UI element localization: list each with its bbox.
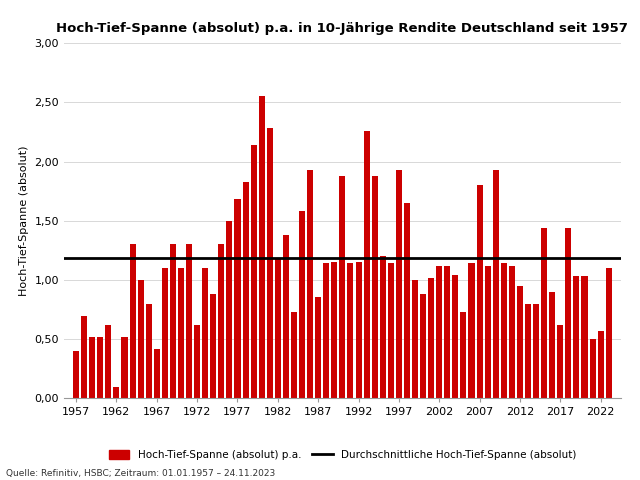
Bar [565,228,572,398]
Bar [598,331,604,398]
Bar [355,262,362,398]
Bar [541,228,547,398]
Bar [533,304,539,398]
Bar [323,264,330,398]
Bar [388,264,394,398]
Bar [420,294,426,398]
Bar [589,339,596,398]
Bar [315,297,321,398]
Bar [452,275,458,398]
Bar [549,292,556,398]
Bar [477,185,483,398]
Bar [275,257,281,398]
Bar [218,244,225,398]
Bar [493,170,499,398]
Bar [573,276,579,398]
Bar [404,203,410,398]
Bar [259,96,265,398]
Bar [234,200,241,398]
Bar [113,386,120,398]
Bar [500,264,507,398]
Bar [444,266,451,398]
Bar [122,337,127,398]
Bar [339,176,346,398]
Bar [146,304,152,398]
Bar [291,312,297,398]
Bar [283,235,289,398]
Bar [97,337,103,398]
Bar [243,182,248,398]
Legend: Hoch-Tief-Spanne (absolut) p.a., Durchschnittliche Hoch-Tief-Spanne (absolut): Hoch-Tief-Spanne (absolut) p.a., Durchsc… [104,446,580,464]
Bar [106,325,111,398]
Bar [170,244,176,398]
Bar [412,280,418,398]
Bar [73,351,79,398]
Bar [81,315,87,398]
Bar [484,266,491,398]
Bar [178,268,184,398]
Bar [525,304,531,398]
Bar [582,276,588,398]
Bar [194,325,200,398]
Bar [468,264,474,398]
Bar [364,131,370,398]
Bar [211,294,216,398]
Bar [348,264,353,398]
Bar [129,244,136,398]
Bar [186,244,192,398]
Y-axis label: Hoch-Tief-Spanne (absolut): Hoch-Tief-Spanne (absolut) [19,145,29,296]
Bar [299,211,305,398]
Bar [557,325,563,398]
Bar [380,256,386,398]
Bar [227,221,232,398]
Title: Hoch-Tief-Spanne (absolut) p.a. in 10-Jährige Rendite Deutschland seit 1957: Hoch-Tief-Spanne (absolut) p.a. in 10-Jä… [56,22,628,35]
Bar [517,286,523,398]
Bar [436,266,442,398]
Bar [307,170,313,398]
Bar [138,280,144,398]
Bar [267,129,273,398]
Bar [428,277,434,398]
Bar [332,262,337,398]
Bar [460,312,467,398]
Bar [202,268,208,398]
Bar [509,266,515,398]
Bar [605,268,612,398]
Bar [372,176,378,398]
Bar [154,348,160,398]
Bar [396,170,402,398]
Bar [162,268,168,398]
Bar [89,337,95,398]
Bar [251,145,257,398]
Text: Quelle: Refinitiv, HSBC; Zeitraum: 01.01.1957 – 24.11.2023: Quelle: Refinitiv, HSBC; Zeitraum: 01.01… [6,468,276,478]
